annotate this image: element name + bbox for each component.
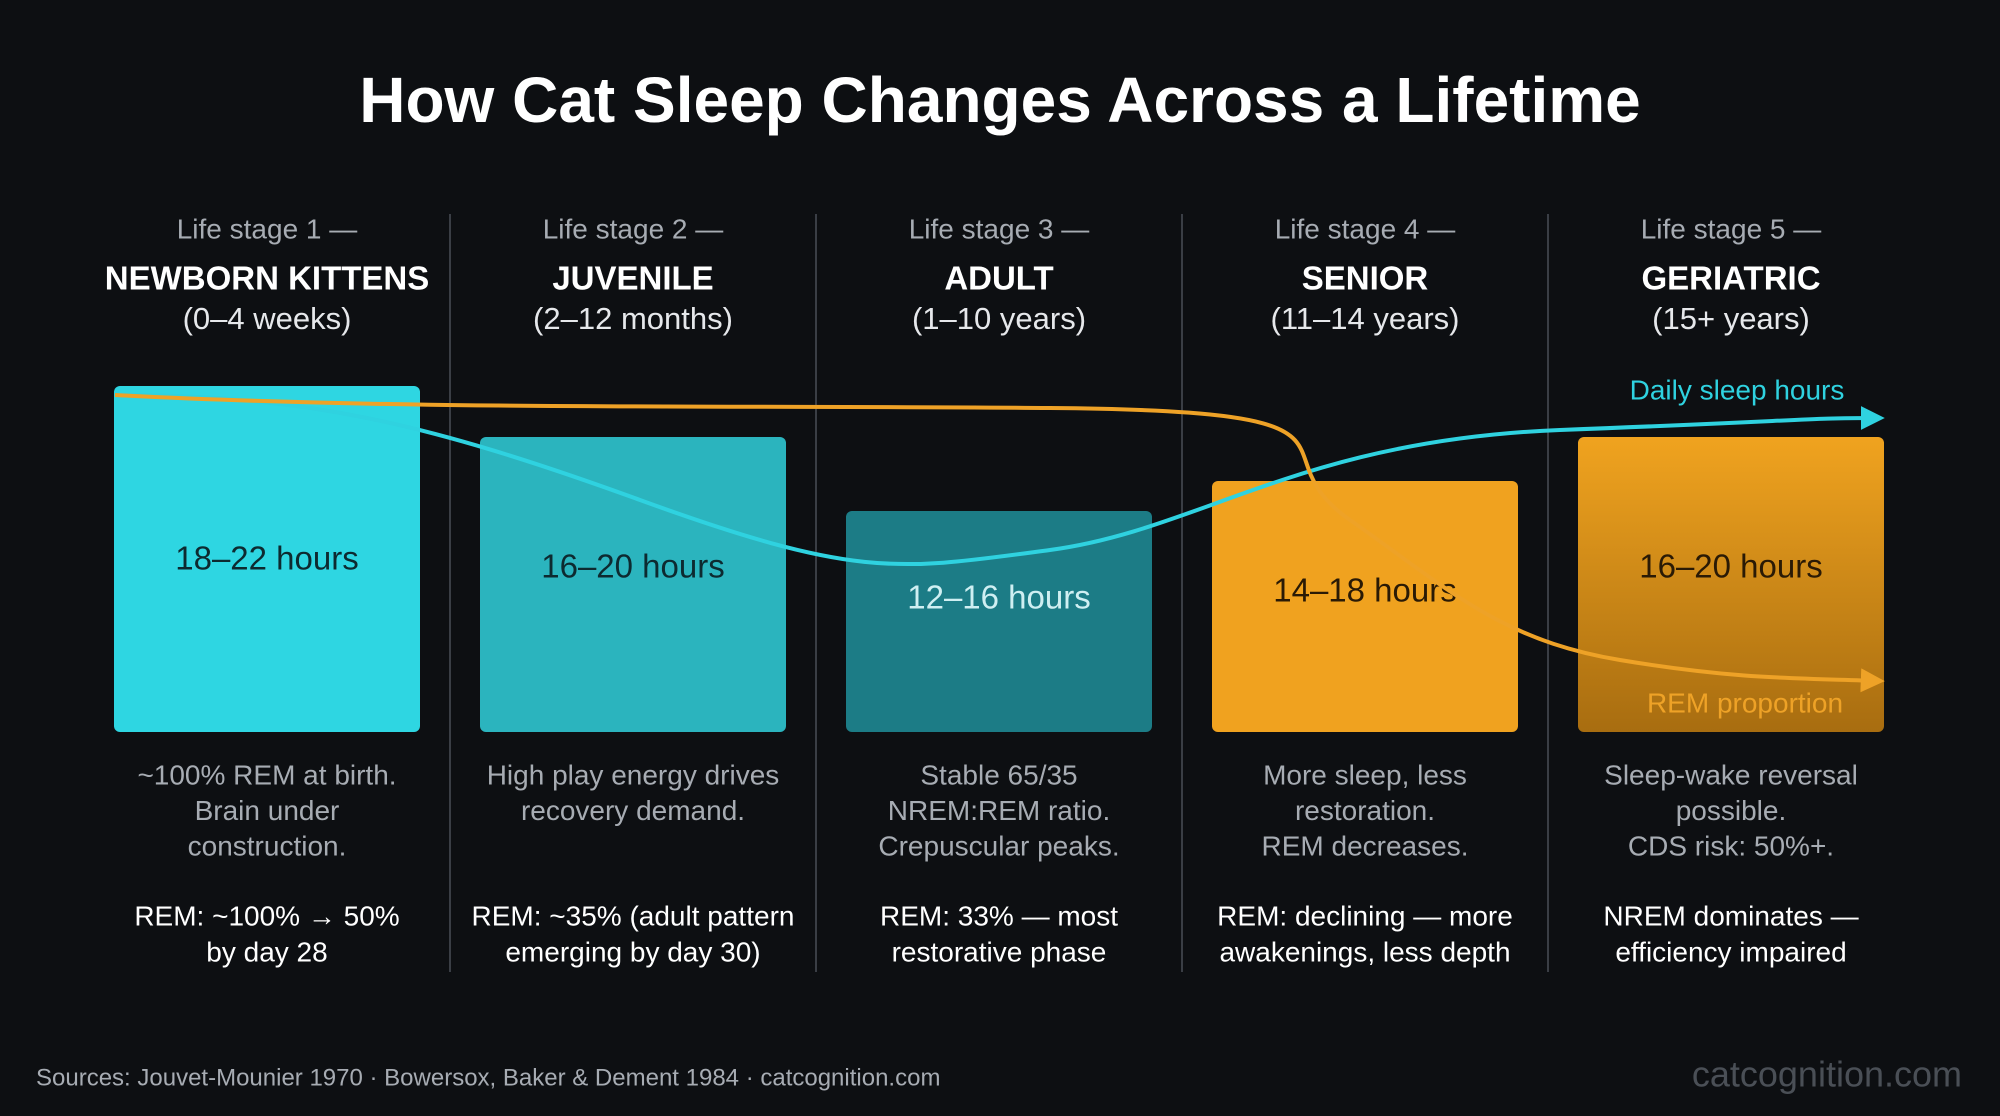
stage-box xyxy=(1212,481,1518,732)
description: NREM:REM ratio. xyxy=(888,795,1110,826)
hours: 16–20 hours xyxy=(1639,548,1822,585)
rem-note: restorative phase xyxy=(892,936,1107,967)
rem-note: REM: declining — more xyxy=(1217,900,1513,931)
description: construction. xyxy=(188,830,347,861)
description: recovery demand. xyxy=(521,795,745,826)
sources: Sources: Jouvet-Mounier 1970 · Bowersox,… xyxy=(36,1064,940,1091)
description: REM decreases. xyxy=(1262,830,1469,861)
rem-note: emerging by day 30) xyxy=(505,936,760,967)
rem-note: by day 28 xyxy=(206,936,327,967)
stage-label: Life stage 2 — xyxy=(543,213,724,244)
stage-box xyxy=(114,386,420,732)
stage-name: GERIATRIC xyxy=(1641,260,1820,297)
description: possible. xyxy=(1676,795,1787,826)
description: ~100% REM at birth. xyxy=(137,759,396,790)
rem-note: NREM dominates — xyxy=(1603,900,1858,931)
stage-name: SENIOR xyxy=(1302,260,1429,297)
description: restoration. xyxy=(1295,795,1435,826)
description: Crepuscular peaks. xyxy=(878,830,1119,861)
rem-note: awakenings, less depth xyxy=(1219,936,1510,967)
stage-label: Life stage 4 — xyxy=(1275,213,1456,244)
sleep-curve xyxy=(114,393,1885,567)
description: Brain under xyxy=(195,795,340,826)
rem-curve-label: REM proportion xyxy=(1647,687,1843,718)
hours: 16–20 hours xyxy=(541,548,724,585)
stage-label: Life stage 1 — xyxy=(177,213,358,244)
description: High play energy drives xyxy=(487,759,780,790)
description: Sleep-wake reversal xyxy=(1604,759,1858,790)
stage-box xyxy=(1578,437,1884,732)
stage-range: (11–14 years) xyxy=(1271,301,1460,336)
stage-label: Life stage 3 — xyxy=(909,213,1090,244)
stage-label: Life stage 5 — xyxy=(1641,213,1822,244)
description: CDS risk: 50%+. xyxy=(1628,830,1834,861)
description: Stable 65/35 xyxy=(920,759,1077,790)
stage-box xyxy=(480,437,786,732)
sleep-curve-label: Daily sleep hours xyxy=(1630,374,1845,405)
stage-name: ADULT xyxy=(944,260,1053,297)
rem-note: REM: ~100% → 50% xyxy=(134,900,399,931)
rem-note: REM: ~35% (adult pattern xyxy=(472,900,795,931)
rem-note: efficiency impaired xyxy=(1615,936,1846,967)
rem-curve xyxy=(114,393,1885,693)
stage-range: (0–4 weeks) xyxy=(183,301,352,336)
stage-name: JUVENILE xyxy=(552,260,713,297)
title: How Cat Sleep Changes Across a Lifetime xyxy=(359,64,1641,136)
stage-range: (1–10 years) xyxy=(912,301,1086,336)
hours: 18–22 hours xyxy=(175,540,358,577)
hours: 12–16 hours xyxy=(907,579,1090,616)
watermark: catcognition.com xyxy=(1692,1054,1962,1095)
stage-range: (15+ years) xyxy=(1652,301,1810,336)
description: More sleep, less xyxy=(1263,759,1467,790)
stage-name: NEWBORN KITTENS xyxy=(105,260,430,297)
stage-range: (2–12 months) xyxy=(533,301,733,336)
stage-box xyxy=(846,511,1152,732)
hours: 14–18 hours xyxy=(1273,572,1456,609)
rem-note: REM: 33% — most xyxy=(880,900,1118,931)
